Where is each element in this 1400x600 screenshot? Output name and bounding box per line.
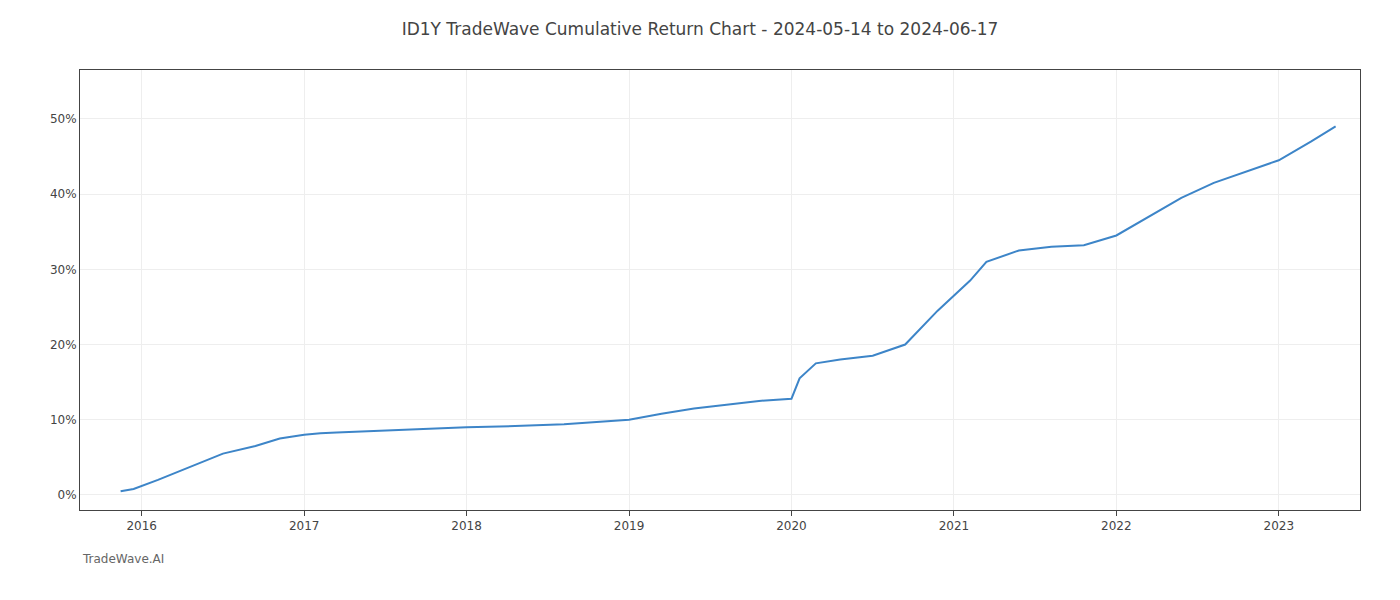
svg-text:2023: 2023 <box>1264 519 1295 533</box>
svg-text:2019: 2019 <box>614 519 645 533</box>
svg-text:2022: 2022 <box>1101 519 1132 533</box>
svg-text:50%: 50% <box>50 112 77 126</box>
svg-text:40%: 40% <box>50 187 77 201</box>
svg-text:2017: 2017 <box>289 519 320 533</box>
svg-text:2016: 2016 <box>126 519 157 533</box>
svg-text:30%: 30% <box>50 263 77 277</box>
svg-text:2020: 2020 <box>776 519 807 533</box>
svg-text:2018: 2018 <box>451 519 482 533</box>
svg-text:0%: 0% <box>58 488 77 502</box>
svg-text:TradeWave.AI: TradeWave.AI <box>82 552 164 566</box>
svg-text:20%: 20% <box>50 338 77 352</box>
svg-text:2021: 2021 <box>939 519 970 533</box>
svg-text:10%: 10% <box>50 413 77 427</box>
svg-text:ID1Y TradeWave Cumulative Retu: ID1Y TradeWave Cumulative Return Chart -… <box>402 19 999 39</box>
